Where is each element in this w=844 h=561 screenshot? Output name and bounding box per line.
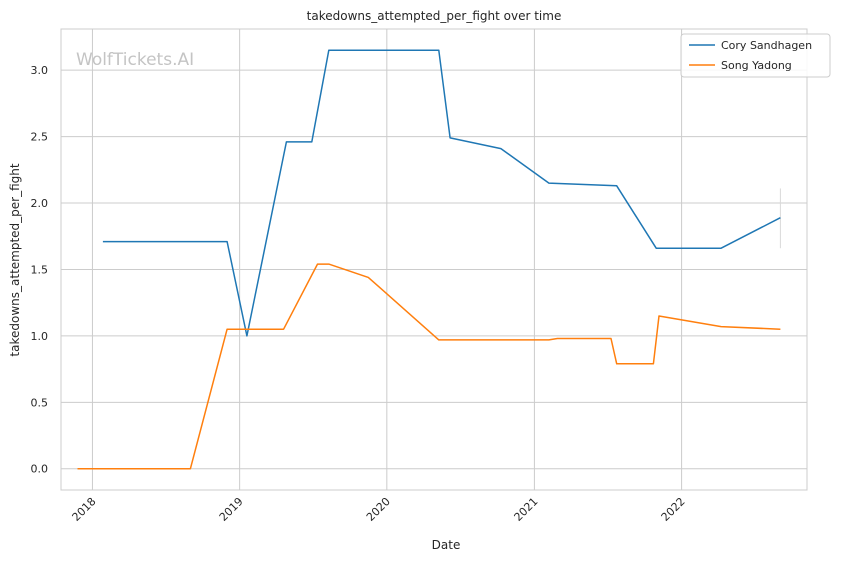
series-cory-sandhagen [102,49,781,337]
series-line-cory-sandhagen [102,49,781,337]
x-tick-label: 2019 [217,495,246,524]
y-tick-label: 1.0 [31,330,49,343]
y-tick-label: 1.5 [31,263,49,276]
legend: Cory Sandhagen Song Yadong [680,33,831,78]
y-tick-label: 3.0 [31,64,49,77]
legend-label-cory-sandhagen: Cory Sandhagen [721,39,812,52]
watermark: WolfTickets.AI [76,50,194,70]
series-song-yadong [77,263,781,470]
x-axis-label: Date [432,538,461,552]
x-tick-label: 2021 [512,495,541,524]
series-layer [77,49,781,470]
plot-frame [60,28,808,491]
legend-label-song-yadong: Song Yadong [721,59,792,72]
legend-box [680,33,831,78]
x-tick-label: 2022 [659,495,688,524]
y-axis-ticks: 0.0 0.5 1.0 1.5 2.0 2.5 3.0 [31,64,49,476]
chart-title: takedowns_attempted_per_fight over time [307,9,562,23]
y-tick-label: 0.0 [31,463,49,476]
x-axis-ticks: 2018 2019 2020 2021 2022 [70,495,688,524]
x-tick-label: 2018 [70,495,99,524]
grid-lines [61,29,807,490]
y-tick-label: 2.5 [31,131,49,144]
series-line-song-yadong [77,263,781,470]
x-tick-label: 2020 [364,495,393,524]
y-tick-label: 2.0 [31,197,49,210]
y-tick-label: 0.5 [31,396,49,409]
y-axis-label: takedowns_attempted_per_fight [8,163,22,356]
